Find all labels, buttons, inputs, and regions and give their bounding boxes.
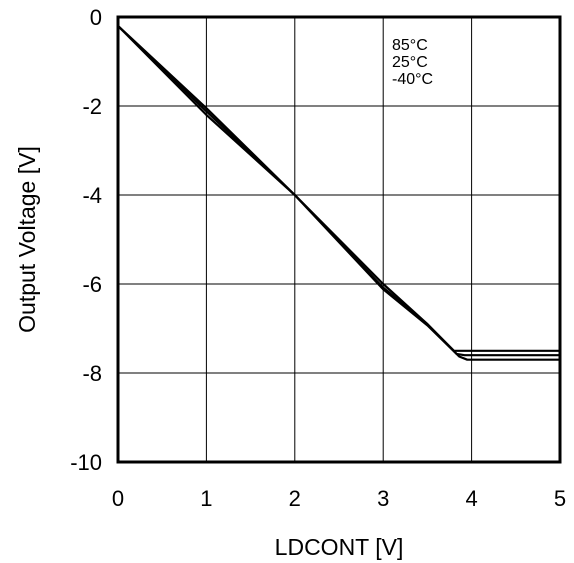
series-lines xyxy=(117,25,560,361)
y-tick-label: -6 xyxy=(82,272,102,297)
legend: 85°C25°C-40°C xyxy=(392,37,433,88)
series-line xyxy=(117,25,560,361)
x-tick-labels: 0 1 2 3 4 5 xyxy=(112,486,566,511)
series-line xyxy=(117,25,560,357)
legend-entry: 25°C xyxy=(392,54,428,71)
y-tick-label: -2 xyxy=(82,94,102,119)
x-tick-label: 2 xyxy=(289,486,301,511)
y-axis-label: Output Voltage [V] xyxy=(14,146,40,333)
x-tick-label: 4 xyxy=(465,486,477,511)
legend-entry: -40°C xyxy=(392,71,433,88)
x-tick-label: 1 xyxy=(200,486,212,511)
y-tick-label: 0 xyxy=(90,5,102,30)
legend-entry: 85°C xyxy=(392,37,428,54)
x-axis-label: LDCONT [V] xyxy=(275,534,404,560)
plot-frame xyxy=(116,15,562,464)
y-tick-label: -4 xyxy=(82,183,102,208)
y-tick-label: -8 xyxy=(82,361,102,386)
series-line xyxy=(117,25,560,352)
x-tick-label: 3 xyxy=(377,486,389,511)
x-tick-label: 5 xyxy=(554,486,566,511)
y-tick-labels: 0 -2 -4 -6 -8 -10 xyxy=(70,5,102,475)
x-tick-label: 0 xyxy=(112,486,124,511)
y-tick-label: -10 xyxy=(70,450,102,475)
